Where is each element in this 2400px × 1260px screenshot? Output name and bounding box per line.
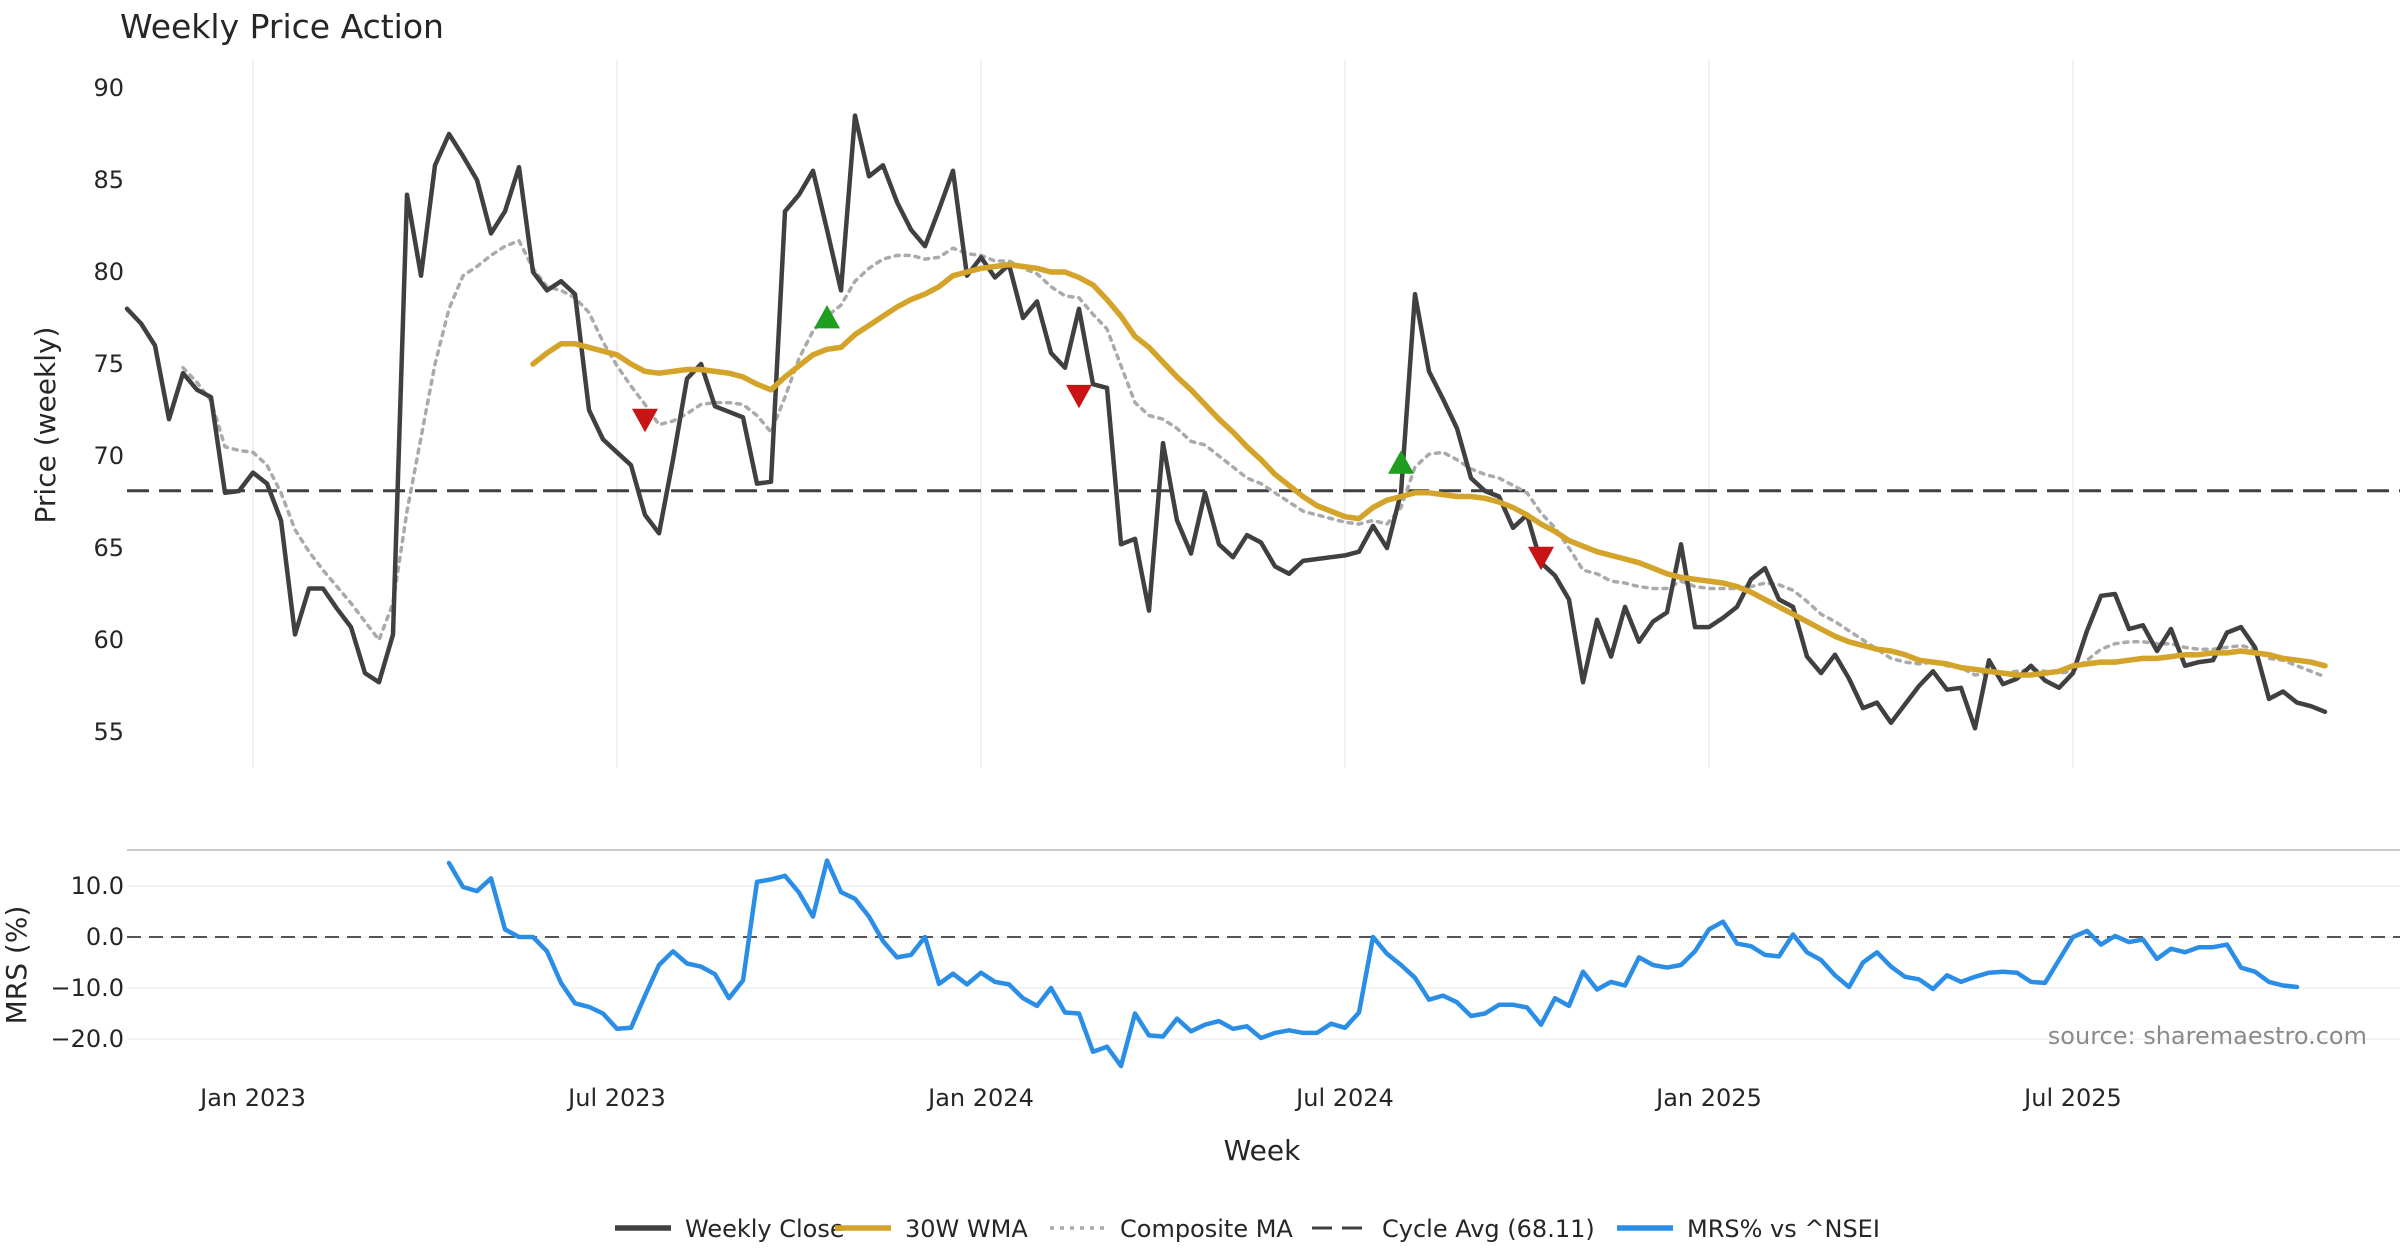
price-tick-label: 90 <box>93 74 124 102</box>
mrs-tick-label: 10.0 <box>71 872 124 900</box>
date-tick-jan-2025: Jan 2025 <box>1654 1084 1762 1112</box>
legend-label-weekly-close: Weekly Close <box>685 1215 845 1243</box>
legend-label-cycle-avg-68-11: Cycle Avg (68.11) <box>1382 1215 1595 1243</box>
price-tick-label: 60 <box>93 626 124 654</box>
mrs-tick-label: −20.0 <box>50 1025 124 1053</box>
series-30w-wma <box>530 261 2328 678</box>
price-tick-label: 65 <box>93 534 124 562</box>
buy-signal-marker <box>1388 450 1414 474</box>
signal-markers <box>632 305 1554 571</box>
sell-signal-marker <box>632 408 658 433</box>
legend: Weekly Close 30W WMA Composite MA Cycle Avg… <box>615 1215 1880 1243</box>
date-tick-jan-2024: Jan 2024 <box>926 1084 1034 1112</box>
price-tick-label: 70 <box>93 442 124 470</box>
series-mrs-vs-nsei <box>446 858 2300 1069</box>
mrs-axis-ticks: 10.0 0.0 −10.0 −20.0 <box>50 872 124 1053</box>
date-tick-jul-2023: Jul 2023 <box>566 1084 666 1112</box>
mrs-tick-label: −10.0 <box>50 974 124 1002</box>
sell-signal-marker <box>1528 546 1554 571</box>
upper-gridlines <box>252 60 2074 768</box>
source-note: source: sharemaestro.com <box>2048 1022 2367 1050</box>
mrs-series <box>446 858 2300 1069</box>
price-tick-label: 55 <box>93 718 124 746</box>
date-tick-jul-2024: Jul 2024 <box>1294 1084 1394 1112</box>
series-weekly-close <box>124 113 2328 731</box>
price-tick-label: 80 <box>93 258 124 286</box>
date-tick-jan-2023: Jan 2023 <box>198 1084 306 1112</box>
mrs-axis-label: MRS (%) <box>0 906 33 1025</box>
x-axis-label: Week <box>1224 1134 1301 1167</box>
y-axis-label: Price (weekly) <box>29 327 62 524</box>
mrs-tick-label: 0.0 <box>86 923 124 951</box>
legend-label-30w-wma: 30W WMA <box>905 1215 1028 1243</box>
price-series <box>124 113 2328 731</box>
price-axis-ticks: 90 85 80 75 70 65 60 55 <box>93 74 124 746</box>
legend-label-mrs-vs-nsei: MRS% vs ^NSEI <box>1687 1215 1880 1243</box>
date-axis-ticks: Jan 2023 Jul 2023 Jan 2024 Jul 2024 Jan 2025… <box>198 1084 2122 1112</box>
legend-label-composite-ma: Composite MA <box>1120 1215 1293 1243</box>
buy-signal-marker <box>814 305 840 329</box>
date-tick-jul-2025: Jul 2025 <box>2022 1084 2122 1112</box>
chart-title: Weekly Price Action <box>120 7 444 46</box>
series-composite-ma <box>181 238 2327 679</box>
price-tick-label: 85 <box>93 166 124 194</box>
sell-signal-marker <box>1066 384 1092 409</box>
price-tick-label: 75 <box>93 350 124 378</box>
